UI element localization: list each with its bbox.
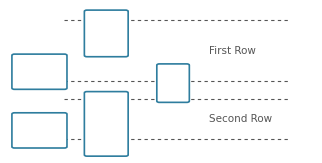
Text: Second Row: Second Row <box>209 114 272 124</box>
Text: First Row: First Row <box>209 45 256 56</box>
FancyBboxPatch shape <box>12 54 67 89</box>
FancyBboxPatch shape <box>157 64 189 102</box>
FancyBboxPatch shape <box>84 92 128 156</box>
FancyBboxPatch shape <box>12 113 67 148</box>
FancyBboxPatch shape <box>84 10 128 57</box>
